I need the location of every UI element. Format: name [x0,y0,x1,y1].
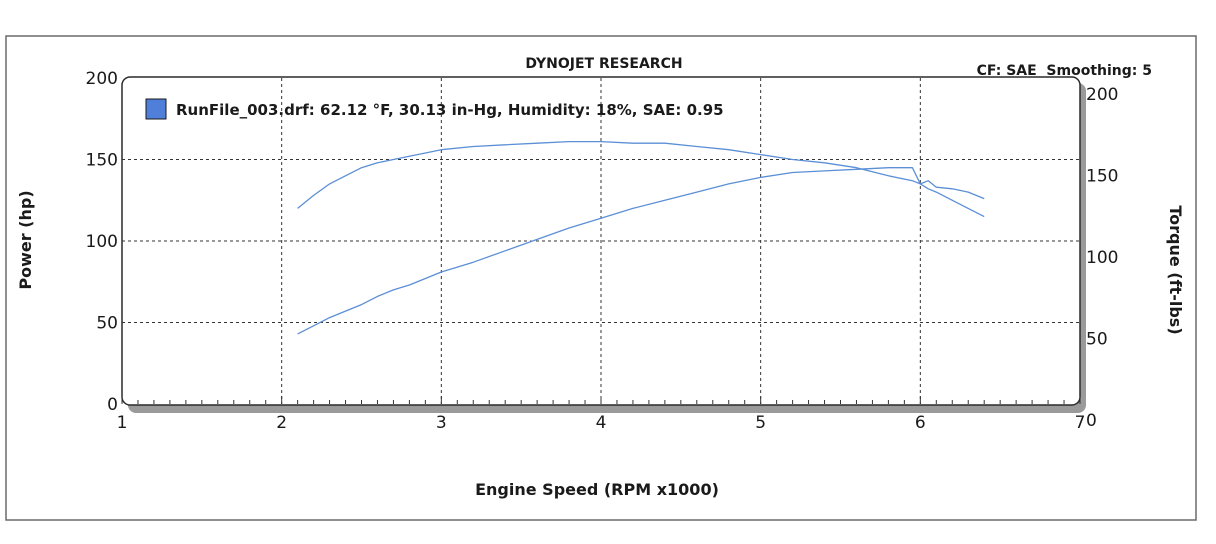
right-tick-label-1: 50 [1086,330,1108,350]
x-tick-label-2: 3 [436,413,447,433]
x-tick-labels: 1 2 3 4 5 6 7 [117,413,1086,433]
series-line-1 [297,140,985,218]
right-tick-label-2: 100 [1086,248,1118,268]
legend-label: RunFile_003.drf: 62.12 °F, 30.13 in-Hg, … [176,101,724,119]
right-axis-label: Torque (ft-lbs) [1166,205,1185,334]
left-tick-labels: 0 50 100 150 200 [86,69,118,415]
grid-lines [122,78,1080,404]
x-tick-label-4: 5 [755,413,766,433]
left-axis-label: Power (hp) [16,190,35,289]
left-tick-label-3: 150 [86,151,118,171]
left-tick-label-4: 200 [86,69,118,89]
right-tick-label-4: 200 [1086,85,1118,105]
x-tick-label-0: 1 [117,413,128,433]
legend-swatch [145,98,167,120]
left-tick-label-2: 100 [86,232,118,252]
left-tick-label-0: 0 [107,395,118,415]
right-tick-labels: 0 50 100 150 200 [1086,85,1118,431]
x-tick-label-1: 2 [276,413,287,433]
left-tick-label-1: 50 [96,314,118,334]
x-tick-label-3: 4 [596,413,607,433]
x-tick-label-6: 7 [1075,413,1086,433]
right-tick-label-0: 0 [1086,411,1097,431]
outer-frame [5,35,1197,521]
right-tick-label-3: 150 [1086,167,1118,187]
series-lines [297,140,985,335]
chart-title: DYNOJET RESEARCH [525,56,682,72]
x-tick-label-5: 6 [915,413,926,433]
minor-ticks [121,396,1081,404]
chart-info: CF: SAE Smoothing: 5 [977,63,1152,79]
x-axis-label: Engine Speed (RPM x1000) [475,480,719,499]
